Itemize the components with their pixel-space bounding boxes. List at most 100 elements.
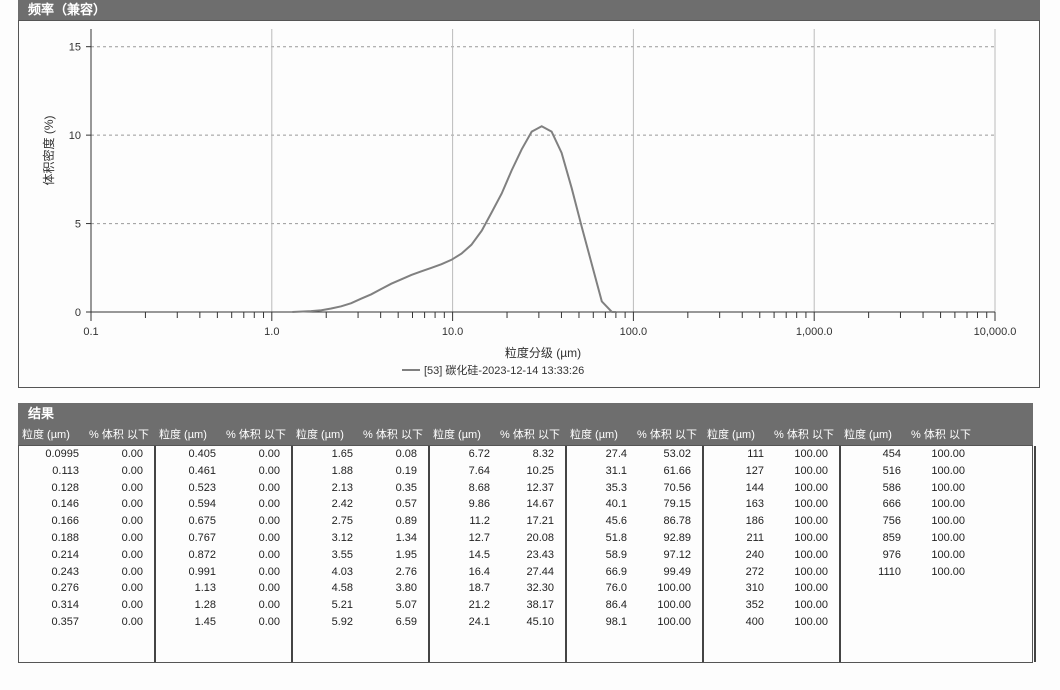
volume-density-chart: 0 5 10 15 0.1 1.0 10.0 100.0 1,000.0 10,000.0 粒度分级… <box>41 29 1016 377</box>
x-axis-label: 粒度分级 (µm) <box>505 345 581 360</box>
percent-cell: 100.00 <box>931 565 965 578</box>
percent-cell: 100.00 <box>657 582 691 595</box>
legend-label: [53] 碳化硅-2023-12-14 13:33:26 <box>424 363 584 377</box>
size-cell: 24.1 <box>468 615 490 628</box>
table-row: 163 100.00 <box>704 496 839 513</box>
table-column: 0.0995 0.00 0.113 0.00 0.128 0.00 0.146 0.00 0.1… <box>19 446 156 662</box>
size-cell: 0.523 <box>188 481 216 494</box>
table-row: 35.3 70.56 <box>567 480 702 497</box>
percent-cell: 0.00 <box>258 531 280 544</box>
percent-cell: 100.00 <box>931 464 965 477</box>
size-cell: 0.166 <box>51 515 79 528</box>
table-header-bar: 粒度 (µm)% 体积 以下 粒度 (µm)% 体积 以下 粒度 (µm)% 体积 … <box>18 425 1033 445</box>
percent-cell: 1.34 <box>395 531 417 544</box>
table-row: 1.88 0.19 <box>293 463 428 480</box>
percent-cell: 0.00 <box>121 481 143 494</box>
table-row: 3.55 1.95 <box>293 547 428 564</box>
table-column: 111 100.00 127 100.00 144 100.00 163 100.00 186 1… <box>704 446 841 662</box>
column-header-group: 粒度 (µm) % 体积 以下 <box>570 425 704 445</box>
size-cell: 1.45 <box>194 615 216 628</box>
table-row: 76.0 100.00 <box>567 580 702 597</box>
table-row: 0.594 0.00 <box>156 496 291 513</box>
percent-cell: 86.78 <box>663 515 691 528</box>
column-header-percent: % 体积 以下 <box>363 429 423 441</box>
percent-cell: 0.89 <box>395 515 417 528</box>
size-cell: 31.1 <box>605 464 627 477</box>
column-header-size: 粒度 (µm) <box>296 429 344 441</box>
table-row: 2.13 0.35 <box>293 480 428 497</box>
table-row: 2.75 0.89 <box>293 513 428 530</box>
percent-cell: 100.00 <box>794 448 828 460</box>
percent-cell: 0.00 <box>121 548 143 561</box>
table-row: 2.42 0.57 <box>293 496 428 513</box>
y-tick-label: 0 <box>75 307 81 319</box>
percent-cell: 100.00 <box>794 531 828 544</box>
table-column: 1.65 0.08 1.88 0.19 2.13 0.35 2.42 0.57 2.75 0.89… <box>293 446 430 662</box>
table-row: 4.58 3.80 <box>293 580 428 597</box>
table-row: 58.9 97.12 <box>567 547 702 564</box>
percent-cell: 100.00 <box>931 515 965 528</box>
table-row: 186 100.00 <box>704 513 839 530</box>
table-row: 12.7 20.08 <box>430 530 565 547</box>
table-row: 9.86 14.67 <box>430 496 565 513</box>
table-row: 24.1 45.10 <box>430 614 565 631</box>
table-row: 6.72 8.32 <box>430 446 565 463</box>
column-header-percent: % 体积 以下 <box>89 429 149 441</box>
size-cell: 1.88 <box>331 464 353 477</box>
percent-cell: 100.00 <box>794 565 828 578</box>
size-cell: 1.13 <box>194 582 216 595</box>
percent-cell: 0.00 <box>258 515 280 528</box>
percent-cell: 0.00 <box>121 565 143 578</box>
percent-cell: 27.44 <box>526 565 554 578</box>
x-tick-label: 100.0 <box>620 326 648 338</box>
table-row: 27.4 53.02 <box>567 446 702 463</box>
series-line <box>292 125 616 313</box>
percent-cell: 0.00 <box>121 599 143 612</box>
size-cell: 14.5 <box>468 548 490 561</box>
size-cell: 86.4 <box>605 599 627 612</box>
table-row: 40.1 79.15 <box>567 496 702 513</box>
y-axis-label: 体积密度 (%) <box>41 115 56 185</box>
percent-cell: 100.00 <box>794 464 828 477</box>
size-cell: 9.86 <box>468 498 490 511</box>
table-row: 1.65 0.08 <box>293 446 428 463</box>
table-row: 8.68 12.37 <box>430 480 565 497</box>
percent-cell: 0.35 <box>395 481 417 494</box>
x-tick-label: 0.1 <box>83 326 98 338</box>
table-column: 6.72 8.32 7.64 10.25 8.68 12.37 9.86 14.67 11.2 1… <box>430 446 567 662</box>
table-row: 0.461 0.00 <box>156 463 291 480</box>
size-cell: 40.1 <box>605 498 627 511</box>
table-row: 0.188 0.00 <box>19 530 154 547</box>
percent-cell: 14.67 <box>526 498 554 511</box>
size-cell: 1.28 <box>194 599 216 612</box>
chart-section-title: 频率（兼容） <box>28 2 107 17</box>
table-row: 16.4 27.44 <box>430 564 565 581</box>
table-row: 1110 100.00 <box>841 564 1034 581</box>
percent-cell: 97.12 <box>663 548 691 561</box>
y-tick-label: 10 <box>69 130 81 142</box>
size-cell: 0.872 <box>188 548 216 561</box>
table-row: 0.767 0.00 <box>156 530 291 547</box>
size-cell: 211 <box>746 531 764 544</box>
size-cell: 4.03 <box>331 565 353 578</box>
column-header-size: 粒度 (µm) <box>433 429 481 441</box>
percent-cell: 61.66 <box>663 464 691 477</box>
column-header-percent: % 体积 以下 <box>774 429 834 441</box>
table-row: 11.2 17.21 <box>430 513 565 530</box>
size-cell: 58.9 <box>605 548 627 561</box>
size-cell: 21.2 <box>468 599 490 612</box>
percent-cell: 100.00 <box>794 582 828 595</box>
size-cell: 586 <box>882 481 901 494</box>
percent-cell: 0.00 <box>121 498 143 511</box>
percent-cell: 92.89 <box>663 531 691 544</box>
percent-cell: 0.00 <box>121 464 143 477</box>
table-row: 0.113 0.00 <box>19 463 154 480</box>
size-cell: 12.7 <box>468 531 490 544</box>
table-row: 0.357 0.00 <box>19 614 154 631</box>
table-row: 0.243 0.00 <box>19 564 154 581</box>
percent-cell: 0.00 <box>121 582 143 595</box>
table-row: 111 100.00 <box>704 446 839 463</box>
size-cell: 3.12 <box>331 531 353 544</box>
size-cell: 5.21 <box>331 599 353 612</box>
size-cell: 240 <box>745 548 764 561</box>
